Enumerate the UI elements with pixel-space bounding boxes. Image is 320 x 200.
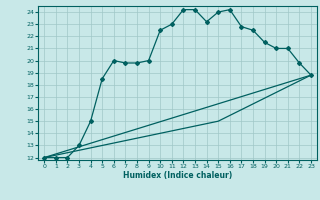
X-axis label: Humidex (Indice chaleur): Humidex (Indice chaleur): [123, 171, 232, 180]
